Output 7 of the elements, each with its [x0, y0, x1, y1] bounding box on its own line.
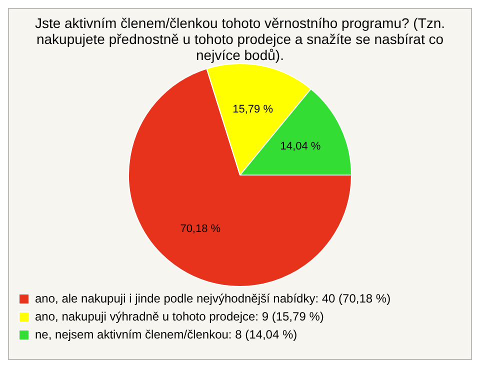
legend-label: ne, nejsem aktivním členem/členkou: 8 (14,04 %): [35, 327, 298, 342]
chart-title: Jste aktivním členem/členkou tohoto věrnostního programu? (Tzn. nakupujete přednostně u tohoto prodejce a snažíte se nasbírat co nejvíce bodů).: [34, 14, 446, 63]
data-label: 15,79 %: [232, 103, 274, 116]
legend-label: ano, nakupuji výhradně u tohoto prodejce: 9 (15,79 %): [35, 309, 324, 324]
data-label: 14,04 %: [280, 140, 321, 152]
legend-label: ano, ale nakupuji i jinde podle nejvýhodnější nabídky: 40 (70,18 %): [35, 291, 391, 306]
data-label: 70,18 %: [180, 222, 221, 235]
